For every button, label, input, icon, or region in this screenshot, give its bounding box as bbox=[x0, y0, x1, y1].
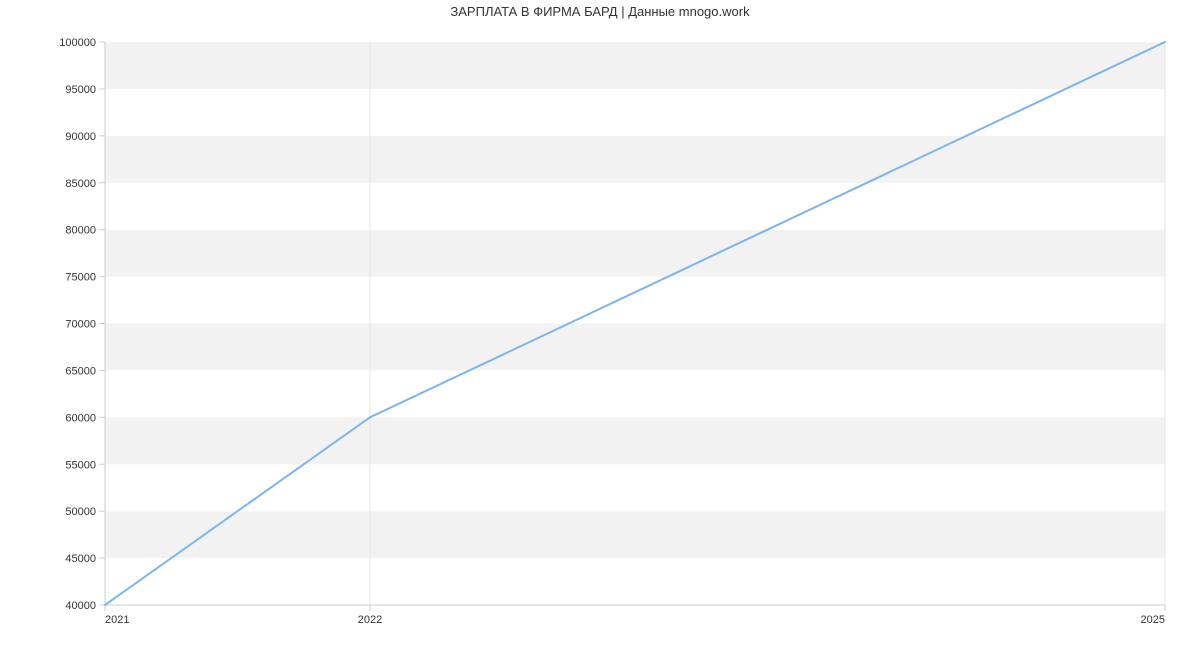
chart-title: ЗАРПЛАТА В ФИРМА БАРД | Данные mnogo.wor… bbox=[450, 4, 750, 19]
grid-band bbox=[105, 136, 1165, 183]
x-tick-label: 2021 bbox=[105, 614, 129, 626]
grid-band bbox=[105, 558, 1165, 605]
y-tick-label: 100000 bbox=[59, 37, 96, 49]
y-tick-label: 55000 bbox=[65, 459, 96, 471]
y-tick-label: 75000 bbox=[65, 272, 96, 284]
y-tick-label: 95000 bbox=[65, 84, 96, 96]
grid-band bbox=[105, 230, 1165, 277]
y-tick-label: 90000 bbox=[65, 131, 96, 143]
grid-band bbox=[105, 89, 1165, 136]
grid-band bbox=[105, 370, 1165, 417]
y-tick-label: 45000 bbox=[65, 553, 96, 565]
grid-band bbox=[105, 417, 1165, 464]
y-tick-label: 70000 bbox=[65, 319, 96, 331]
grid-band bbox=[105, 464, 1165, 511]
y-tick-label: 85000 bbox=[65, 178, 96, 190]
y-tick-label: 50000 bbox=[65, 506, 96, 518]
y-tick-label: 80000 bbox=[65, 225, 96, 237]
salary-line-chart: ЗАРПЛАТА В ФИРМА БАРД | Данные mnogo.wor… bbox=[0, 0, 1200, 650]
grid-band bbox=[105, 42, 1165, 89]
x-tick-label: 2025 bbox=[1141, 614, 1165, 626]
grid-band bbox=[105, 183, 1165, 230]
grid-band bbox=[105, 277, 1165, 324]
y-tick-label: 60000 bbox=[65, 412, 96, 424]
y-tick-label: 40000 bbox=[65, 600, 96, 612]
grid-band bbox=[105, 324, 1165, 371]
plot-area: 40000 45000 50000 55000 60000 65000 70000 75000… bbox=[59, 37, 1165, 626]
grid-band bbox=[105, 511, 1165, 558]
x-tick-label: 2022 bbox=[358, 614, 382, 626]
y-tick-label: 65000 bbox=[65, 365, 96, 377]
